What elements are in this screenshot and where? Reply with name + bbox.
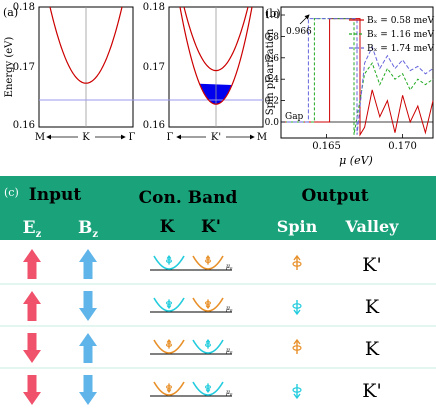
table-header-background [0,176,436,240]
header-k: K [160,217,176,237]
band-k-cyan-spin-icon [166,299,173,309]
mu-label: μ0 [226,347,233,355]
bz-arrow-up-icon [79,333,97,363]
x-tick-label-gamma: Γ [129,132,136,143]
mu-label: μ0 [226,305,233,313]
legend-label-3: Bₓ = 1.74 meV [367,44,434,54]
y-tick-label-b-2: 0.2 [265,97,279,107]
y-tick-label-b-6: 1.0 [265,11,280,21]
header-input: Input [29,185,82,205]
table-rows: μ0 K' μ0 Kμ0 Kμ0 K' [0,249,436,405]
valley-output: K' [362,380,381,402]
x-tick-label-k: K [82,132,90,143]
panel-a-label: (a) [3,6,18,19]
band-kprime-orange [192,255,224,270]
band-k-cyan-spin-icon [166,255,173,265]
tick-group: 0.165 0.170 0.0 0.2 0.4 0.6 0.8 1.0 [265,11,417,152]
band-kprime-cyan-spin-icon [205,339,212,349]
ez-arrow-down-icon [23,375,41,405]
valley-output: K' [362,254,381,276]
y-tick-label-018: 0.18 [13,2,35,13]
band-curve-kprime-upper [183,6,249,72]
x-tick-label-gamma: Γ [167,132,174,143]
y-tick-label-017: 0.17 [143,62,165,73]
series-group [281,18,434,137]
band-kprime-orange-spin-icon [205,299,212,309]
x-tick-label-b-2: 0.170 [388,141,417,152]
band-curve-kprime-lower [179,6,253,105]
bz-arrow-down-icon [79,375,97,405]
y-axis-label-b: Spin ploarization [265,28,276,115]
header-spin: Spin [277,217,318,236]
header-output: Output [301,186,368,206]
header-kprime: K' [201,217,221,237]
header-valley: Valley [345,217,400,236]
valley-output: K [365,338,380,360]
mu-label: μ0 [226,389,233,397]
gap-annotation: Gap [285,112,304,122]
band-plot-kprime: 0.18 0.17 0.16 Γ K' M [133,2,267,143]
band-kprime-cyan [192,381,224,396]
y-axis-label: Energy (eV) [4,37,15,98]
series-line-3 [281,18,434,135]
band-kprime-cyan-spin-icon [205,383,212,393]
x-tick-label-kprime: K' [211,132,221,143]
band-curve-k [49,6,123,84]
header-bz: Bz [78,218,98,240]
header-band: Con. Band [139,188,238,208]
y-tick-label-018: 0.18 [143,2,165,13]
bz-arrow-down-icon [79,291,97,321]
legend: Bₓ = 0.58 meV Bₓ = 1.16 meV Bₓ = 1.74 me… [349,16,434,54]
ez-arrow-down-icon [23,333,41,363]
panel-b-label: (b) [265,7,281,20]
mu-label: μ0 [226,263,233,271]
ez-arrow-up-icon [23,249,41,279]
spin-polarization-plot: 0.165 0.170 0.0 0.2 0.4 0.6 0.8 1.0 Spin ploari… [265,6,434,167]
y-tick-label-017: 0.17 [13,62,35,73]
spin-output-down-icon [292,384,302,400]
panel-c-label: (c) [4,186,19,199]
ez-arrow-up-icon [23,291,41,321]
y-tick-label-016: 0.16 [143,120,165,131]
truth-table: (c) Input Ez Bz Con. Band K K' Output Sp… [0,176,436,405]
legend-label-2: Bₓ = 1.16 meV [367,30,434,40]
y-tick-label-b-3: 0.4 [265,75,280,85]
band-kprime-cyan [192,339,224,354]
band-k-orange [153,381,185,396]
spin-output-up-icon [292,254,302,270]
y-tick-label-b-4: 0.6 [265,54,280,64]
y-tick-label-b-1: 0.0 [265,118,280,128]
band-k-cyan [153,255,185,270]
band-kprime-orange [192,297,224,312]
x-tick-label-m: M [257,132,267,143]
band-k-cyan [153,297,185,312]
valley-output: K [365,296,380,318]
x-axis-label-b: μ (eV) [339,154,373,167]
plateau-arrow [299,14,310,25]
spin-output-up-icon [292,338,302,354]
header-ez: Ez [23,218,42,240]
band-plot-k: 0.18 0.17 0.16 Energy (eV) M K Γ [4,2,136,143]
plateau-annotation: 0.966 [286,27,312,37]
y-tick-label-016: 0.16 [13,120,35,131]
x-tick-label-m: M [35,132,45,143]
plot-frame-b [280,6,434,139]
bz-arrow-up-icon [79,249,97,279]
y-tick-label-b-5: 0.8 [265,32,280,42]
band-k-orange-spin-icon [166,339,173,349]
x-tick-label-b-1: 0.165 [312,141,341,152]
band-k-orange-spin-icon [166,383,173,393]
legend-label-1: Bₓ = 0.58 meV [367,16,434,26]
band-k-orange [153,339,185,354]
spin-output-down-icon [292,300,302,316]
band-kprime-orange-spin-icon [205,255,212,265]
